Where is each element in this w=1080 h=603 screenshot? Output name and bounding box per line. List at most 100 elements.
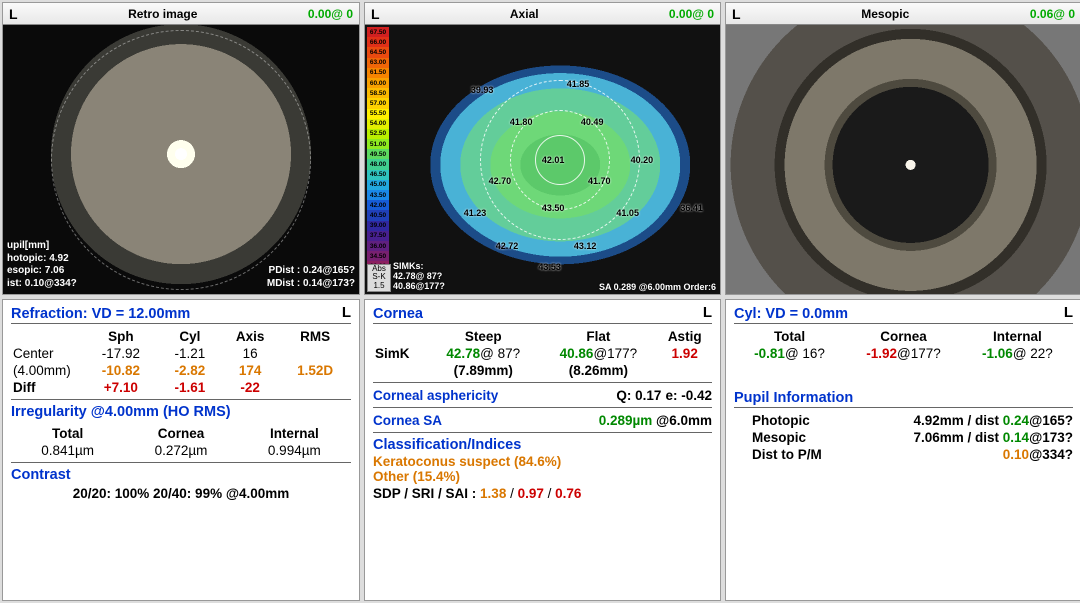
scale-step: 45.00 (367, 180, 389, 190)
col-hdr: Astig (657, 328, 712, 345)
sdp-row: SDP / SRI / SAI : 1.38 / 0.97 / 0.76 (373, 486, 712, 501)
table-row: Steep Flat Astig (373, 328, 712, 345)
abs-bot: S-K 1.5 (368, 273, 390, 291)
scale-step: 64.50 (367, 47, 389, 57)
cell: 0.841µm (11, 442, 124, 459)
photopic-values: 4.92mm / dist 0.24@165? (913, 413, 1073, 428)
topo-value-label: 41.70 (588, 176, 611, 186)
retro-dist-readout: PDist : 0.24@165? MDist : 0.14@173? (267, 265, 355, 290)
mesopic-row: Mesopic 7.06mm / dist 0.14@173? (734, 429, 1073, 446)
simk-steep-ax: @ 87? (480, 346, 520, 361)
cell: -22 (221, 379, 279, 396)
simk-label: SimK (373, 345, 427, 362)
scale-step: 39.00 (367, 221, 389, 231)
topo-value-label: 41.23 (464, 208, 487, 218)
scale-step: 36.00 (367, 241, 389, 251)
cyl-eye: L (1064, 304, 1073, 321)
mesopic-title: Mesopic (741, 7, 1030, 21)
scale-step: 58.50 (367, 88, 389, 98)
table-row: Center -17.92 -1.21 16 (11, 345, 351, 362)
photopic-mm: 4.92mm / dist (913, 413, 999, 428)
mesopic-header-value: 0.06@ 0 (1030, 7, 1075, 21)
axial-abs-badge[interactable]: Abs S-K 1.5 (367, 264, 391, 292)
cell: 0.994µm (238, 442, 351, 459)
cell: 40.86@177? (539, 345, 657, 362)
cell: -10.82 (83, 362, 159, 379)
simk-flat-ax: @177? (593, 346, 637, 361)
classification-line: Keratoconus suspect (84.6%) (373, 454, 712, 469)
table-row: (7.89mm) (8.26mm) (373, 362, 712, 379)
col-hdr: Total (11, 425, 124, 442)
topo-value-label: 42.70 (489, 176, 512, 186)
contrast-title: Contrast (11, 467, 351, 484)
retro-dist-line: PDist : 0.24@165? (267, 265, 355, 278)
cell: -1.61 (159, 379, 221, 396)
simk-mm-flat: (8.26mm) (539, 362, 657, 379)
cornea-sa-values: 0.289µm @6.0mm (599, 413, 712, 428)
topo-value-label: 42.01 (542, 155, 565, 165)
col-hdr: Internal (238, 425, 351, 442)
col-hdr: Internal (962, 328, 1073, 345)
retro-dist-line: MDist : 0.14@173? (267, 278, 355, 291)
cyl-panel: L Cyl: VD = 0.0mm Total Cornea Internal … (725, 299, 1080, 601)
sdp-v: 1.38 (480, 486, 506, 501)
sa-value: 0.289µm (599, 413, 653, 428)
scale-step: 34.50 (367, 251, 389, 261)
retro-header: L Retro image 0.00@ 0 (3, 3, 359, 25)
scale-step: 57.00 (367, 98, 389, 108)
distpm-val: 0.10 (1003, 447, 1029, 462)
cell (279, 345, 351, 362)
mesopic-mm: 7.06mm / dist (913, 430, 999, 445)
scale-step: 43.50 (367, 190, 389, 200)
axial-eye-letter: L (371, 6, 380, 22)
e-label: e: (665, 388, 677, 403)
refraction-panel: L Refraction: VD = 12.00mm Sph Cyl Axis … (2, 299, 360, 601)
col-hdr (373, 328, 427, 345)
col-hdr: Cyl (159, 328, 221, 345)
refraction-title: Refraction: VD = 12.00mm (11, 306, 351, 324)
row-label: (4.00mm) (11, 362, 83, 379)
axial-title: Axial (380, 7, 669, 21)
retro-pupil-line: hotopic: 4.92 (7, 253, 77, 266)
cyl-title: Cyl: VD = 0.0mm (734, 306, 1073, 324)
q-value: 0.17 (635, 388, 661, 403)
cell: 16 (221, 345, 279, 362)
retro-degree-ring (51, 30, 311, 290)
col-hdr: Total (734, 328, 845, 345)
retro-image[interactable]: upil[mm] hotopic: 4.92 esopic: 7.06 ist:… (3, 25, 359, 294)
irregularity-title: Irregularity @4.00mm (HO RMS) (11, 404, 351, 421)
col-hdr: Flat (539, 328, 657, 345)
cell: -1.21 (159, 345, 221, 362)
cornea-sa-row: Cornea SA 0.289µm @6.0mm (373, 412, 712, 429)
table-row: Diff +7.10 -1.61 -22 (11, 379, 351, 396)
table-row: (4.00mm) -10.82 -2.82 174 1.52D (11, 362, 351, 379)
axial-header-value: 0.00@ 0 (669, 7, 714, 21)
row-label: Diff (11, 379, 83, 396)
topo-value-label: 41.85 (567, 79, 590, 89)
simk-steep: 42.78 (446, 346, 480, 361)
topo-value-label: 43.53 (538, 262, 561, 272)
cyl-total-ax: @ 16? (785, 346, 825, 361)
topo-value-label: 41.05 (616, 208, 639, 218)
cyl-table: Total Cornea Internal -0.81@ 16? -1.92@1… (734, 328, 1073, 362)
mesopic-image[interactable] (726, 25, 1080, 294)
axial-simk-line: 40.86@177? (393, 282, 445, 292)
mesopic-label: Mesopic (752, 430, 806, 445)
distpm-ax: @334? (1029, 447, 1073, 462)
cornea-title: Cornea (373, 306, 712, 324)
topo-value-label: 36.41 (680, 203, 703, 213)
sdp-label: SDP / SRI / SAI : (373, 486, 476, 501)
cell: 42.78@ 87? (427, 345, 539, 362)
col-hdr: Cornea (124, 425, 237, 442)
retro-title: Retro image (18, 7, 308, 21)
mesopic-panel: L Mesopic 0.06@ 0 (725, 2, 1080, 295)
mesopic-values: 7.06mm / dist 0.14@173? (913, 430, 1073, 445)
scale-step: 67.50 (367, 27, 389, 37)
classification-title: Classification/Indices (373, 437, 712, 454)
cyl-internal-ax: @ 22? (1013, 346, 1053, 361)
q-label: Q: (616, 388, 631, 403)
contrast-line: 20/20: 100% 20/40: 99% @4.00mm (11, 486, 351, 501)
table-row: -0.81@ 16? -1.92@177? -1.06@ 22? (734, 345, 1073, 362)
axial-map[interactable]: 67.5066.0064.5063.0061.5060.0058.5057.00… (365, 25, 720, 294)
cornea-panel: L Cornea Steep Flat Astig SimK 42.78@ 87… (364, 299, 721, 601)
